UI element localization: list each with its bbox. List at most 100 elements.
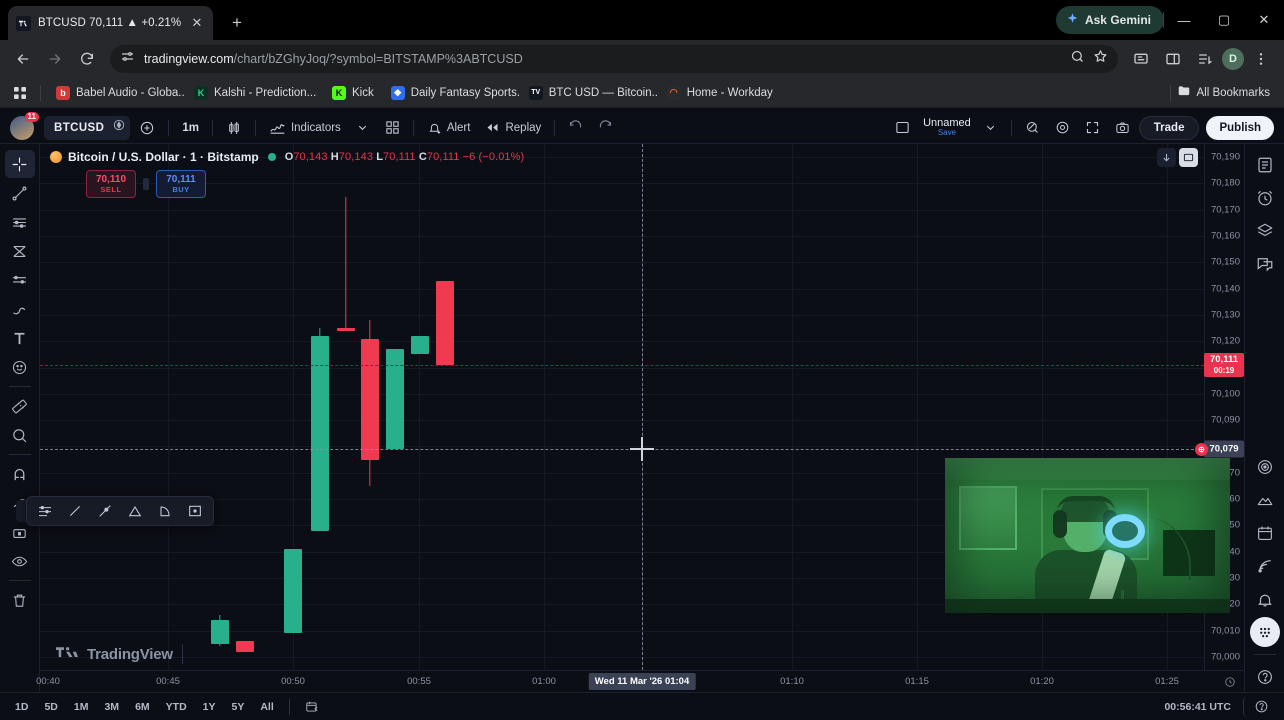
lock-icon[interactable] [5, 518, 35, 546]
undo-icon[interactable] [562, 115, 589, 141]
apps-grid-icon[interactable] [8, 81, 32, 105]
trash-icon[interactable] [5, 586, 35, 614]
replay-button[interactable]: Replay [479, 115, 547, 141]
bookmark-item[interactable]: TV BTC USD — Bitcoin... [522, 82, 657, 104]
bookmark-star-icon[interactable] [1093, 49, 1108, 69]
zoom-icon[interactable] [5, 421, 35, 449]
angle-icon[interactable] [121, 499, 149, 523]
time-scale[interactable]: 00:40 00:45 00:50 00:55 01:00 01:10 01:15 01:20… [36, 670, 1244, 693]
indicators-button[interactable]: Indicators [263, 115, 347, 141]
all-bookmarks-button[interactable]: All Bookmarks [1169, 84, 1277, 101]
alert-button[interactable]: Alert [421, 115, 477, 141]
fib-icon[interactable] [5, 237, 35, 265]
range-all[interactable]: All [260, 700, 274, 713]
legend-toggle-icon[interactable] [1179, 148, 1198, 167]
watchlist-icon[interactable] [1250, 150, 1280, 180]
chevron-down-icon[interactable] [978, 115, 1004, 141]
reading-list-icon[interactable] [1190, 44, 1220, 74]
trade-button[interactable]: Trade [1138, 115, 1200, 140]
broker-icon[interactable] [1250, 551, 1280, 581]
user-avatar[interactable]: 11 [10, 111, 39, 140]
notifications-icon[interactable] [1250, 584, 1280, 614]
browser-tab[interactable]: BTCUSD 70,111 ▲ +0.21% Unn ✕ [8, 6, 213, 40]
search-icon[interactable] [1070, 49, 1085, 69]
publish-button[interactable]: Publish [1206, 115, 1274, 140]
avatar[interactable]: D [1222, 48, 1244, 70]
chat-icon[interactable] [1250, 249, 1280, 279]
chevron-down-icon[interactable] [350, 115, 376, 141]
brush-icon[interactable] [5, 295, 35, 323]
cast-icon[interactable] [1126, 44, 1156, 74]
crosshair-icon[interactable] [4, 150, 35, 178]
calendar-icon[interactable] [1250, 518, 1280, 548]
range-ytd[interactable]: YTD [165, 700, 187, 713]
bookmark-item[interactable]: b Babel Audio - Globa... [49, 82, 184, 104]
site-settings-icon[interactable] [120, 49, 135, 69]
settings-gear-icon[interactable] [1049, 115, 1076, 141]
range-1y[interactable]: 1Y [202, 700, 216, 713]
settings-lines-icon[interactable] [31, 499, 59, 523]
rectangle-icon[interactable] [181, 499, 209, 523]
current-price-value: 70,111 [1209, 353, 1238, 365]
symbol-compare-icon[interactable] [112, 118, 126, 137]
minimize-icon[interactable]: — [1177, 12, 1191, 28]
help-icon[interactable] [1250, 662, 1280, 692]
data-window-icon[interactable] [1250, 216, 1280, 246]
maximize-icon[interactable]: ▢ [1217, 12, 1231, 27]
layout-grid-icon[interactable] [889, 115, 916, 141]
add-symbol-button[interactable] [133, 115, 161, 141]
bookmark-item[interactable]: K Kick [325, 82, 381, 104]
range-5y[interactable]: 5Y [231, 700, 245, 713]
range-6m[interactable]: 6M [135, 700, 150, 713]
browser-menu-icon[interactable] [1246, 44, 1276, 74]
bookmark-item[interactable]: ◆ Daily Fantasy Sports... [384, 82, 519, 104]
ideas-icon[interactable] [1250, 452, 1280, 482]
range-1d[interactable]: 1D [15, 700, 29, 713]
quick-search-icon[interactable] [1019, 115, 1046, 141]
webcam-overlay[interactable] [945, 458, 1230, 613]
ray-icon[interactable] [91, 499, 119, 523]
alerts-icon[interactable] [1250, 183, 1280, 213]
scroll-to-realtime-icon[interactable] [1157, 148, 1176, 167]
horizontal-lines-icon[interactable] [5, 208, 35, 236]
interval-button[interactable]: 1m [182, 121, 199, 134]
magnet-icon[interactable] [5, 460, 35, 488]
back-icon[interactable] [8, 44, 38, 74]
trend-line-icon[interactable] [61, 499, 89, 523]
help-icon[interactable] [1243, 696, 1276, 717]
float-toolbar-grip[interactable] [16, 500, 26, 522]
trend-line-icon[interactable] [5, 179, 35, 207]
close-window-icon[interactable]: ✕ [1258, 12, 1270, 27]
range-5d[interactable]: 5D [44, 700, 58, 713]
pattern-icon[interactable] [5, 266, 35, 294]
split-view-icon[interactable] [1158, 44, 1188, 74]
sell-button[interactable]: 70,110 SELL [86, 170, 136, 199]
chart-style-button[interactable] [220, 115, 248, 141]
layout-name-button[interactable]: Unnamed Save [919, 117, 975, 138]
snapshot-camera-icon[interactable] [1109, 115, 1136, 141]
fullscreen-icon[interactable] [1079, 115, 1106, 141]
streams-icon[interactable] [1250, 485, 1280, 515]
new-tab-button[interactable]: + [232, 13, 242, 32]
redo-icon[interactable] [592, 115, 619, 141]
text-icon[interactable] [5, 324, 35, 352]
measure-icon[interactable] [5, 392, 35, 420]
close-icon[interactable]: ✕ [191, 15, 203, 30]
arc-icon[interactable] [151, 499, 179, 523]
ask-gemini-button[interactable]: Ask Gemini [1055, 6, 1164, 34]
emoji-icon[interactable] [5, 353, 35, 381]
calendar-icon[interactable] [298, 697, 326, 717]
range-1m[interactable]: 1M [73, 700, 89, 713]
hide-icon[interactable] [5, 547, 35, 575]
address-bar[interactable]: tradingview.com/chart/bZGhyJoq/?symbol=B… [110, 45, 1118, 73]
bookmark-item[interactable]: K Kalshi - Prediction... [187, 82, 322, 104]
templates-icon[interactable] [379, 115, 406, 141]
symbol-search-button[interactable]: BTCUSD [44, 115, 131, 140]
bookmark-item[interactable]: ◠ Home - Workday [660, 82, 780, 104]
buy-button[interactable]: 70,111 BUY [156, 170, 206, 199]
apps-icon[interactable] [1249, 617, 1280, 647]
timezone-icon[interactable] [1224, 675, 1236, 693]
forward-icon[interactable] [40, 44, 70, 74]
reload-icon[interactable] [72, 44, 102, 74]
range-3m[interactable]: 3M [104, 700, 120, 713]
